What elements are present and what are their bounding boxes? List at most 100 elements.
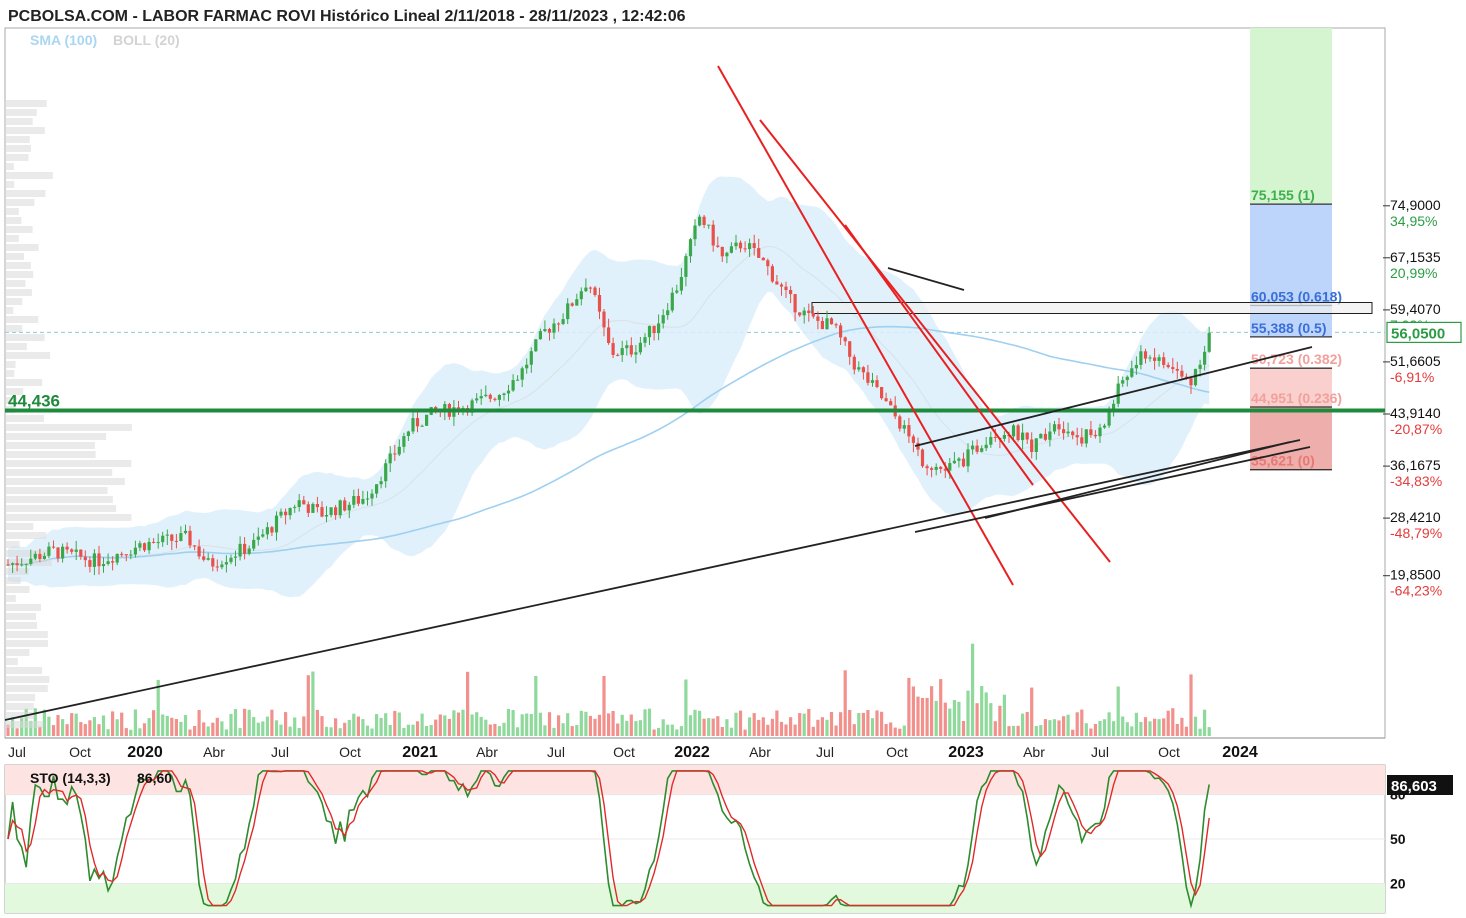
- candle-body: [875, 380, 879, 387]
- volume-bar: [989, 703, 993, 736]
- candle-body: [388, 453, 392, 464]
- volume-bar: [101, 715, 106, 736]
- candle-body: [611, 343, 615, 355]
- downtrend-line: [717, 65, 1014, 586]
- candle-body: [825, 318, 829, 330]
- volume-bar: [47, 716, 51, 736]
- volume-bar: [1171, 708, 1175, 736]
- volume-bar: [1039, 725, 1043, 736]
- volume-bar: [543, 725, 547, 736]
- volume-bar: [506, 709, 511, 736]
- volume-bar: [547, 712, 552, 736]
- volume-bar: [1175, 724, 1179, 736]
- volume-bar: [279, 724, 283, 736]
- candle-body: [183, 530, 188, 534]
- volume-bar: [930, 686, 934, 736]
- candle-body: [743, 248, 747, 250]
- volume-bar: [224, 729, 228, 736]
- volume-bar: [470, 714, 474, 736]
- volume-bar: [306, 675, 310, 736]
- volume-profile-bar: [5, 478, 125, 485]
- volume-bar: [215, 717, 219, 736]
- volume-bar: [943, 702, 947, 736]
- volume-bar: [229, 713, 233, 736]
- candle-body: [233, 556, 238, 558]
- volume-bar: [293, 717, 297, 736]
- volume-bar: [611, 711, 615, 736]
- candle-body: [88, 560, 92, 567]
- candle-body: [279, 511, 283, 516]
- candle-body: [270, 527, 274, 533]
- candle-body: [652, 325, 656, 334]
- y-tick-label: 36,1675: [1390, 457, 1441, 473]
- volume-bar: [620, 714, 624, 736]
- volume-bar: [661, 719, 665, 736]
- volume-bar: [920, 698, 925, 736]
- fib-lower-zone-2: [1250, 407, 1332, 470]
- candle-body: [224, 562, 228, 565]
- volume-bar: [384, 713, 388, 736]
- candle-body: [907, 425, 911, 437]
- candle-body: [306, 504, 310, 513]
- candle-body: [925, 466, 929, 469]
- candle-body: [534, 339, 538, 352]
- y-tick-label: 67,1535: [1390, 249, 1441, 265]
- candle-body: [29, 558, 33, 564]
- candle-body: [420, 425, 424, 427]
- volume-bar: [634, 721, 638, 736]
- volume-bar: [65, 724, 69, 736]
- candle-body: [247, 548, 251, 554]
- volume-bar: [434, 719, 438, 736]
- volume-bar: [579, 710, 583, 736]
- candle-body: [329, 507, 333, 515]
- volume-bar: [1121, 716, 1125, 736]
- candle-body: [47, 546, 51, 556]
- candle-body: [720, 246, 724, 257]
- fib-level-label: 55,388 (0.5): [1251, 320, 1327, 336]
- volume-profile-bar: [5, 496, 113, 503]
- candle-body: [902, 425, 906, 429]
- volume-bar: [456, 712, 461, 736]
- volume-bar: [725, 719, 729, 736]
- volume-profile-bar: [5, 424, 132, 431]
- volume-bar: [1157, 719, 1161, 736]
- candle-body: [738, 242, 743, 249]
- candle-body: [61, 546, 65, 559]
- volume-bar: [802, 713, 806, 736]
- volume-bar: [984, 692, 988, 736]
- boll-indicator-label: BOLL (20): [113, 32, 180, 48]
- volume-bar: [688, 715, 693, 736]
- volume-profile-bar: [5, 208, 19, 215]
- volume-bar: [734, 712, 738, 736]
- volume-bar: [961, 721, 966, 736]
- sto-value: 86,60: [137, 770, 172, 786]
- volume-bar: [420, 713, 424, 736]
- candle-body: [1016, 425, 1020, 441]
- volume-profile-bar: [5, 163, 14, 170]
- volume-profile-bar: [5, 658, 18, 665]
- fib-level-label: 44,951 (0.236): [1251, 390, 1342, 406]
- candle-body: [675, 290, 679, 293]
- candle-body: [202, 556, 206, 560]
- chart-title: PCBOLSA.COM - LABOR FARMAC ROVI Históric…: [8, 8, 686, 25]
- sto-title: STO (14,3,3): [30, 770, 111, 786]
- candle-body: [752, 243, 756, 248]
- volume-bar: [438, 714, 442, 736]
- volume-bar: [343, 722, 347, 736]
- volume-bar: [338, 728, 342, 736]
- volume-bar: [779, 721, 784, 736]
- volume-bar: [757, 719, 761, 736]
- candle-body: [138, 543, 142, 548]
- candle-body: [493, 398, 497, 400]
- volume-profile-bar: [5, 199, 35, 206]
- candle-body: [352, 496, 356, 505]
- candle-body: [575, 299, 579, 306]
- candle-body: [147, 541, 151, 551]
- volume-bar: [261, 721, 265, 736]
- volume-bar: [884, 724, 888, 736]
- candle-body: [506, 390, 511, 394]
- volume-bar: [570, 726, 574, 736]
- candle-body: [634, 352, 638, 355]
- volume-profile-bar: [5, 631, 48, 638]
- candle-body: [1203, 351, 1207, 365]
